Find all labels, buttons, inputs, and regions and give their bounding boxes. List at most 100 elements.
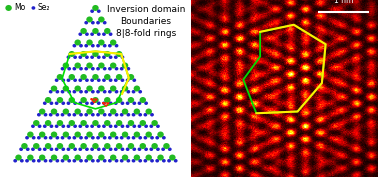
Circle shape [78, 101, 82, 105]
Circle shape [91, 90, 95, 93]
Circle shape [57, 74, 63, 80]
Circle shape [121, 147, 124, 151]
Circle shape [126, 159, 130, 162]
Circle shape [98, 132, 105, 138]
Circle shape [144, 124, 148, 128]
Circle shape [120, 136, 124, 139]
Circle shape [57, 120, 63, 126]
Circle shape [120, 90, 124, 93]
Circle shape [85, 124, 89, 128]
Circle shape [120, 159, 124, 162]
Circle shape [103, 90, 107, 93]
Circle shape [84, 136, 88, 139]
Circle shape [33, 143, 40, 149]
Circle shape [43, 147, 47, 151]
Circle shape [146, 109, 152, 115]
Circle shape [63, 85, 69, 92]
Circle shape [50, 101, 53, 105]
Circle shape [74, 132, 81, 138]
Circle shape [85, 78, 89, 82]
Circle shape [49, 136, 53, 139]
Circle shape [150, 159, 154, 162]
Circle shape [151, 143, 158, 149]
Circle shape [121, 124, 124, 128]
Circle shape [155, 136, 159, 139]
Circle shape [163, 143, 170, 149]
Circle shape [90, 78, 94, 82]
Circle shape [132, 136, 135, 139]
Circle shape [132, 90, 135, 93]
Circle shape [21, 143, 28, 149]
Circle shape [67, 101, 70, 105]
Circle shape [49, 159, 53, 162]
Circle shape [97, 101, 101, 105]
Circle shape [39, 132, 45, 138]
Circle shape [126, 113, 130, 116]
Circle shape [68, 97, 75, 103]
Circle shape [61, 147, 65, 151]
Circle shape [116, 143, 122, 149]
Circle shape [103, 113, 107, 116]
Circle shape [84, 44, 88, 47]
Circle shape [103, 136, 107, 139]
Circle shape [134, 132, 140, 138]
Circle shape [73, 101, 77, 105]
Circle shape [126, 101, 130, 105]
Circle shape [97, 9, 101, 13]
Circle shape [57, 143, 63, 149]
Circle shape [110, 85, 116, 92]
Circle shape [84, 90, 88, 93]
Circle shape [97, 78, 101, 82]
Circle shape [86, 109, 93, 115]
Circle shape [37, 136, 41, 139]
Circle shape [15, 155, 22, 161]
Circle shape [67, 67, 71, 70]
Circle shape [81, 120, 87, 126]
Circle shape [102, 32, 106, 36]
Circle shape [85, 147, 89, 151]
Circle shape [162, 136, 166, 139]
Circle shape [156, 147, 160, 151]
Text: Inversion domain
Boundaries
8|8-fold rings: Inversion domain Boundaries 8|8-fold rin… [107, 5, 185, 38]
Circle shape [25, 159, 29, 162]
Circle shape [86, 132, 93, 138]
Circle shape [92, 51, 99, 57]
Circle shape [43, 101, 47, 105]
Circle shape [38, 124, 42, 128]
Circle shape [150, 113, 154, 116]
Circle shape [45, 143, 51, 149]
Circle shape [92, 28, 99, 34]
Circle shape [109, 124, 113, 128]
Circle shape [86, 39, 93, 45]
Circle shape [68, 120, 75, 126]
Circle shape [126, 136, 130, 139]
Circle shape [92, 74, 99, 80]
Circle shape [61, 124, 65, 128]
Circle shape [73, 67, 76, 70]
Circle shape [5, 5, 12, 11]
Circle shape [45, 97, 51, 103]
Circle shape [115, 113, 118, 116]
Circle shape [90, 55, 94, 59]
Circle shape [104, 28, 110, 34]
Circle shape [25, 136, 29, 139]
Circle shape [79, 44, 83, 47]
Circle shape [31, 6, 35, 10]
Circle shape [90, 101, 94, 105]
Circle shape [60, 90, 65, 93]
Circle shape [67, 124, 70, 128]
Circle shape [67, 147, 70, 151]
Circle shape [96, 67, 100, 70]
Circle shape [43, 124, 47, 128]
Circle shape [96, 136, 100, 139]
Circle shape [91, 44, 95, 47]
Circle shape [96, 21, 100, 24]
Circle shape [63, 62, 69, 68]
Circle shape [56, 136, 59, 139]
Circle shape [161, 147, 165, 151]
Circle shape [57, 97, 63, 103]
Circle shape [126, 147, 130, 151]
Circle shape [51, 155, 57, 161]
Circle shape [108, 90, 112, 93]
Circle shape [109, 78, 113, 82]
